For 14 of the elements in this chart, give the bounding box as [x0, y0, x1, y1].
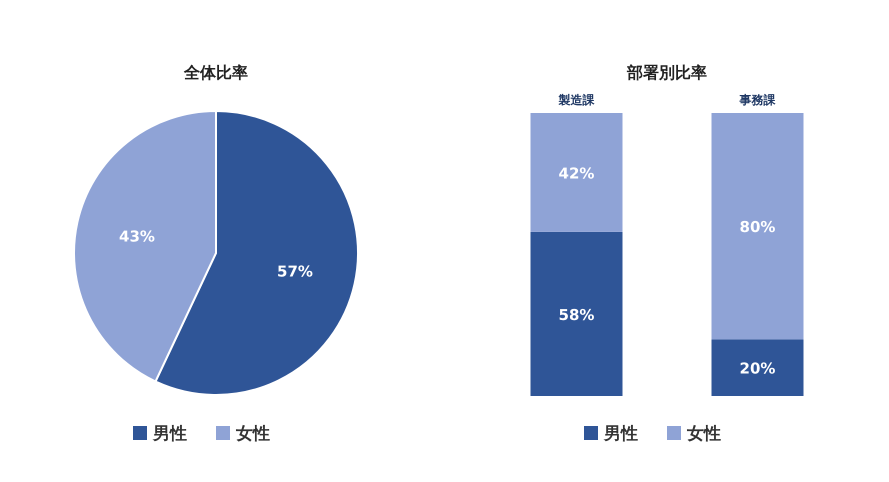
data-label: 80%: [740, 218, 776, 236]
data-label: 43%: [119, 227, 155, 246]
legend-label: 女性: [235, 424, 270, 444]
data-label: 58%: [558, 306, 594, 324]
chart-title: 全体比率: [183, 63, 248, 82]
chart-title: 部署別比率: [626, 63, 707, 82]
data-label: 42%: [558, 164, 594, 182]
data-label: 57%: [277, 262, 313, 281]
x-tick-label: 製造課: [558, 93, 596, 107]
data-label: 20%: [740, 360, 776, 378]
x-tick-label: 事務課: [738, 93, 776, 107]
legend-label: 男性: [603, 424, 638, 444]
legend-label: 女性: [686, 424, 721, 444]
legend-label: 男性: [152, 424, 187, 444]
